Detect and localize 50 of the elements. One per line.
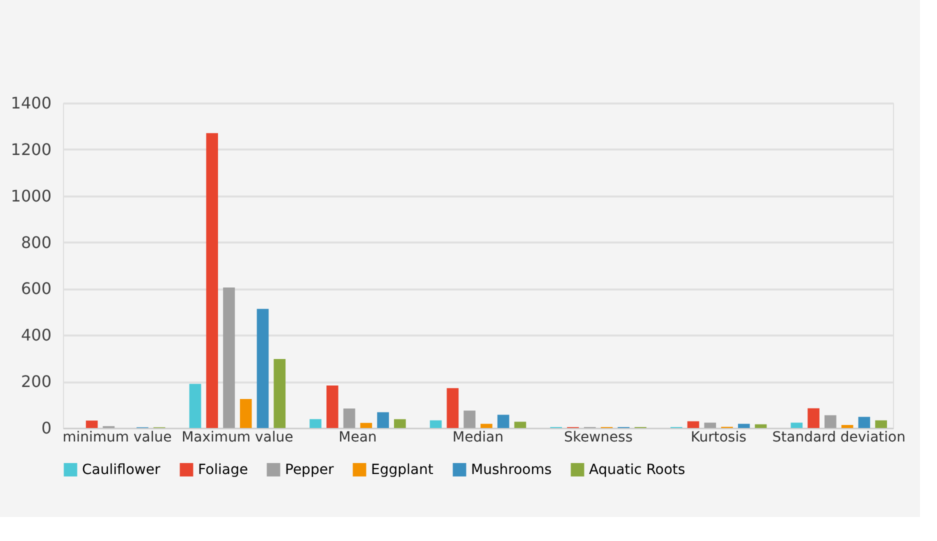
- bar: [497, 414, 510, 428]
- bar: [430, 420, 442, 428]
- x-tick-label: Mean: [338, 430, 377, 446]
- bar: [808, 408, 820, 428]
- bar: [274, 359, 286, 428]
- y-tick-label: 1400: [10, 94, 52, 112]
- bar: [875, 420, 887, 428]
- bar: [310, 419, 322, 428]
- y-tick-label: 1000: [10, 186, 52, 206]
- x-tick-label: Maximum value: [182, 430, 294, 446]
- bar: [394, 419, 406, 428]
- legend-label: Pepper: [285, 462, 334, 478]
- x-tick-label: Kurtosis: [690, 430, 746, 446]
- legend-label: Mushrooms: [471, 462, 552, 478]
- bar: [738, 424, 750, 428]
- bar: [790, 422, 803, 428]
- y-tick-label: 1200: [10, 140, 52, 159]
- bar: [754, 424, 767, 428]
- legend-label: Foliage: [198, 462, 248, 478]
- bar: [687, 421, 700, 428]
- bar: [514, 422, 526, 428]
- bar: [704, 422, 716, 428]
- bar: [343, 408, 356, 428]
- legend-label: Aquatic Roots: [589, 462, 686, 478]
- legend-label: Eggplant: [371, 462, 434, 478]
- bar: [841, 424, 854, 428]
- x-tick-label: Skewness: [564, 430, 633, 446]
- bar: [256, 308, 269, 428]
- x-tick-label: minimum value: [62, 430, 172, 446]
- y-tick-label: 400: [20, 326, 52, 345]
- bar: [360, 422, 372, 428]
- bar: [858, 416, 870, 428]
- x-tick-label: Median: [452, 430, 504, 446]
- y-tick-label: 800: [20, 232, 52, 252]
- bar: [206, 133, 218, 428]
- bar: [189, 384, 202, 428]
- bar: [86, 420, 98, 428]
- y-tick-label: 200: [20, 372, 52, 392]
- bar: [377, 412, 389, 428]
- legend-label: Cauliflower: [82, 462, 160, 478]
- bar: [480, 424, 492, 428]
- bar: [464, 410, 476, 428]
- y-tick-label: 600: [20, 279, 52, 298]
- y-tick-label: 0: [41, 418, 52, 438]
- bar: [824, 415, 836, 428]
- bar: [223, 288, 235, 428]
- bar: [446, 388, 459, 428]
- bar: [240, 398, 252, 428]
- bar: [326, 386, 338, 428]
- x-tick-label: Standard deviation: [772, 430, 906, 446]
